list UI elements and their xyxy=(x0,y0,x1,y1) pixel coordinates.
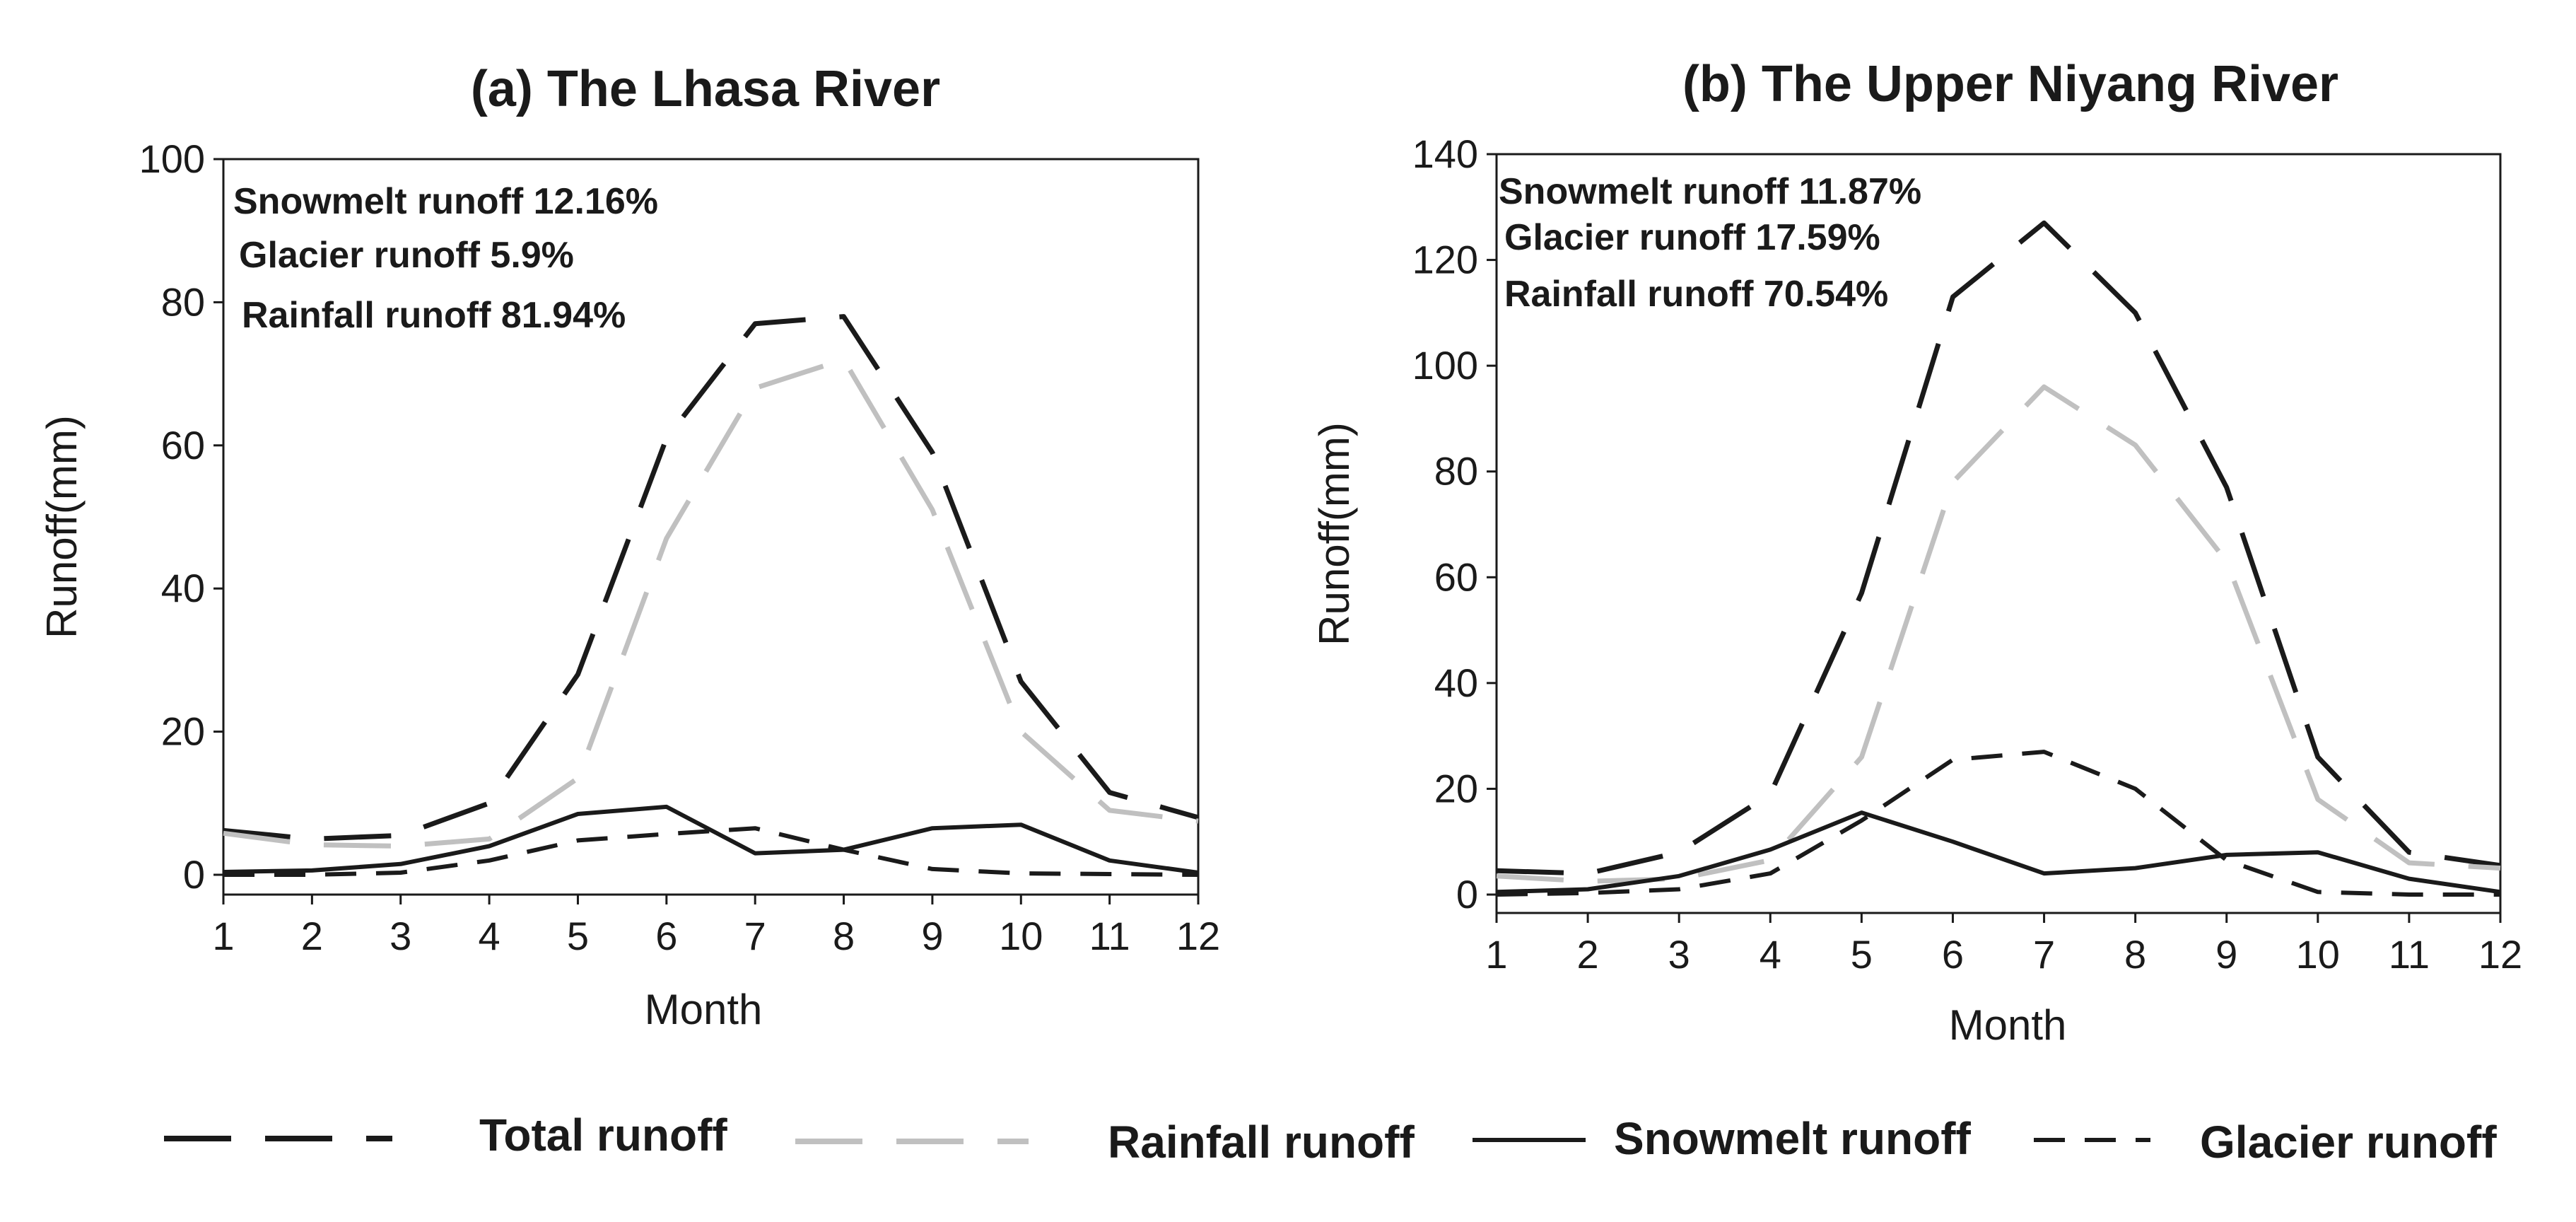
panel-b-series-glacier xyxy=(1496,750,2500,897)
panel-a-y-tick-label: 20 xyxy=(161,709,205,754)
panel-b-x-tick-label: 1 xyxy=(1485,932,1507,977)
panel-a-y-tick-label: 100 xyxy=(139,136,205,181)
panel-b-y-ticks: 0 20 40 60 80 100 120 140 xyxy=(1412,132,1497,916)
panel-a-y-axis-label: Runoff(mm) xyxy=(38,415,86,639)
panel-b-x-tick-label: 4 xyxy=(1760,932,1781,977)
panel-a-x-tick-label: 5 xyxy=(567,914,589,958)
panel-a-x-tick-label: 7 xyxy=(744,914,766,958)
panel-a-x-tick-label: 8 xyxy=(833,914,855,958)
panel-a-x-tick-label: 9 xyxy=(921,914,943,958)
legend-item-total: Total runoff xyxy=(164,1110,727,1160)
panel-b-series xyxy=(1496,220,2501,897)
panel-a-title: (a) The Lhasa River xyxy=(471,61,940,117)
panel-b-x-tick-label: 9 xyxy=(2215,932,2237,977)
panel-a-annotation-rainfall: Rainfall runoff 81.94% xyxy=(242,295,626,336)
panel-b-x-tick-label: 6 xyxy=(1942,932,1964,977)
panel-a-x-tick-label: 6 xyxy=(655,914,677,958)
panel-b-series-total xyxy=(1496,220,2501,876)
panel-b-y-tick-label: 20 xyxy=(1434,766,1478,810)
panel-a-annotation-snowmelt: Snowmelt runoff 12.16% xyxy=(233,181,658,222)
panel-b-y-tick-label: 80 xyxy=(1434,449,1478,494)
panel-a-x-tick-label: 11 xyxy=(1089,914,1130,958)
panel-b-x-tick-label: 10 xyxy=(2296,932,2340,977)
legend-label-rainfall: Rainfall runoff xyxy=(1108,1117,1415,1168)
legend-item-rainfall: Rainfall runoff xyxy=(795,1117,1415,1168)
panel-a-x-tick-label: 2 xyxy=(301,914,323,958)
panel-a-x-ticks: 1 2 3 4 5 6 7 8 9 10 11 12 xyxy=(212,895,1220,958)
panel-b-x-axis-label: Month xyxy=(1949,1001,2067,1049)
panel-b-series-rainfall xyxy=(1496,384,2501,884)
panel-a-y-tick-label: 60 xyxy=(161,423,205,467)
legend-label-snowmelt: Snowmelt runoff xyxy=(1614,1113,1972,1164)
panel-b-series-snowmelt xyxy=(1496,810,2501,895)
panel-a-annotation-glacier: Glacier runoff 5.9% xyxy=(239,235,574,276)
panel-a-y-tick-label: 0 xyxy=(183,852,205,897)
panel-b-y-tick-label: 40 xyxy=(1434,661,1478,705)
panel-a-y-ticks: 0 20 40 60 80 100 xyxy=(139,136,223,897)
legend-label-glacier: Glacier runoff xyxy=(2200,1117,2497,1168)
panel-b-y-tick-label: 60 xyxy=(1434,554,1478,599)
panel-a-y-tick-label: 40 xyxy=(161,566,205,610)
panel-b-x-ticks: 1 2 3 4 5 6 7 8 9 10 11 12 xyxy=(1485,913,2522,977)
panel-a-x-tick-label: 3 xyxy=(390,914,411,958)
panel-a-series-total xyxy=(223,314,1199,842)
panel-a-y-tick-label: 80 xyxy=(161,279,205,324)
panel-a-x-tick-label: 12 xyxy=(1176,914,1220,958)
panel-b-x-tick-label: 2 xyxy=(1577,932,1599,977)
panel-a-series-snowmelt xyxy=(223,804,1199,875)
panel-b-x-tick-label: 8 xyxy=(2124,932,2146,977)
panel-b-y-tick-label: 100 xyxy=(1412,343,1478,388)
panel-b: (b) The Upper Niyang River 0 20 40 60 80 100 1… xyxy=(1311,56,2522,1049)
legend-item-glacier: Glacier runoff xyxy=(2034,1117,2497,1168)
panel-b-title: (b) The Upper Niyang River xyxy=(1682,56,2338,112)
panel-b-x-tick-label: 11 xyxy=(2389,932,2430,977)
panel-a-series-glacier xyxy=(223,826,1199,877)
panel-a-x-axis-label: Month xyxy=(645,986,763,1033)
panel-a-x-tick-label: 4 xyxy=(479,914,500,958)
panel-b-plot-frame xyxy=(1495,153,2502,914)
panel-b-annotation-snowmelt: Snowmelt runoff 11.87% xyxy=(1499,171,1921,212)
panel-b-y-tick-label: 0 xyxy=(1456,872,1478,916)
panel-b-y-axis-label: Runoff(mm) xyxy=(1311,422,1358,646)
panel-b-x-tick-label: 7 xyxy=(2033,932,2055,977)
panel-b-annotation-rainfall: Rainfall runoff 70.54% xyxy=(1504,274,1888,315)
panel-b-y-tick-label: 120 xyxy=(1412,238,1478,282)
panel-a-x-tick-label: 1 xyxy=(212,914,234,958)
panel-a-series xyxy=(223,314,1199,877)
panel-a-series-rainfall xyxy=(223,356,1199,849)
panel-b-annotation-glacier: Glacier runoff 17.59% xyxy=(1504,217,1880,258)
panel-b-x-tick-label: 12 xyxy=(2478,932,2522,977)
legend-item-snowmelt: Snowmelt runoff xyxy=(1473,1113,1972,1164)
panel-b-x-tick-label: 3 xyxy=(1668,932,1690,977)
legend: Total runoff Rainfall runoff Snowmelt ru… xyxy=(164,1110,2497,1168)
legend-label-total: Total runoff xyxy=(479,1110,727,1160)
panel-a-plot-frame xyxy=(222,158,1200,896)
panel-b-y-tick-label: 140 xyxy=(1412,132,1478,176)
panel-b-x-tick-label: 5 xyxy=(1851,932,1873,977)
panel-a-x-tick-label: 10 xyxy=(999,914,1043,958)
